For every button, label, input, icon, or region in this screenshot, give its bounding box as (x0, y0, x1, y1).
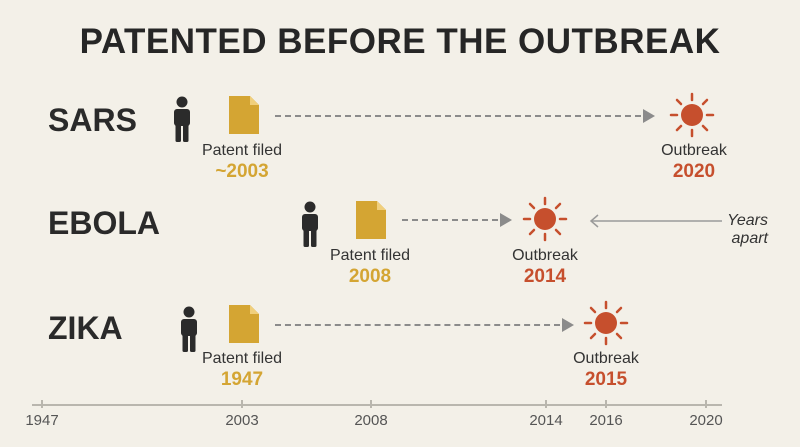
row-label: EBOLA (48, 205, 160, 241)
axis-tick-label: 2020 (689, 412, 723, 429)
outbreak-year: 2015 (584, 369, 628, 390)
document-icon (356, 201, 386, 239)
outbreak-year: 2014 (523, 266, 567, 287)
axis-tick-label: 1947 (25, 412, 59, 429)
axis-tick-label: 2003 (225, 412, 259, 429)
person-icon (174, 96, 190, 142)
axis-tick (545, 400, 547, 408)
axis-tick (241, 400, 243, 408)
note-line-1: Years (727, 212, 768, 229)
filed-caption: Patent filed (201, 142, 283, 159)
axis-tick-label: 2016 (589, 412, 623, 429)
axis-line (32, 404, 722, 406)
sun-burst-icon (522, 196, 568, 242)
filed-year: ~2003 (215, 161, 269, 182)
axis-tick (370, 400, 372, 408)
document-icon (229, 96, 259, 134)
axis-tick (705, 400, 707, 408)
arrowhead-icon (500, 213, 512, 227)
document-icon (229, 305, 259, 343)
outbreak-caption: Outbreak (512, 247, 578, 264)
filed-caption: Patent filed (201, 350, 283, 367)
filed-year: 1947 (220, 369, 264, 390)
filed-caption: Patent filed (329, 247, 411, 264)
sun-burst-icon (669, 92, 715, 138)
person-icon (302, 201, 318, 247)
axis-tick-label: 2014 (529, 412, 563, 429)
page-title: PATENTED BEFORE THE OUTBREAK (79, 22, 721, 61)
outbreak-caption: Outbreak (661, 142, 727, 159)
person-icon (181, 306, 197, 352)
arrowhead-icon (562, 318, 574, 332)
axis-tick-label: 2008 (354, 412, 388, 429)
row-label: SARS (48, 102, 137, 138)
sun-burst-icon (583, 300, 629, 346)
outbreak-year: 2020 (672, 161, 716, 182)
connector-line (402, 219, 498, 221)
outbreak-caption: Outbreak (573, 350, 639, 367)
axis-tick (605, 400, 607, 408)
note-line-2: apart (731, 230, 768, 247)
connector-line (275, 324, 560, 326)
arrowhead-icon (643, 109, 655, 123)
filed-year: 2008 (348, 266, 392, 287)
years-apart-note: Years apart (708, 212, 768, 248)
left-arrow-icon (589, 214, 722, 228)
axis-tick (41, 400, 43, 408)
row-label: ZIKA (48, 310, 123, 346)
connector-line (275, 115, 641, 117)
